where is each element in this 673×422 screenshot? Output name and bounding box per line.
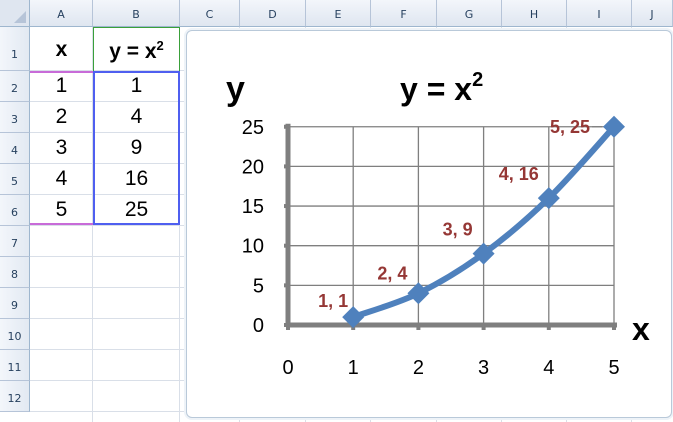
row-header-1[interactable]: 1: [0, 27, 30, 71]
y-tick-label: 0: [253, 315, 264, 337]
y-tick-label: 10: [242, 236, 264, 258]
row-header-3[interactable]: 3: [0, 102, 30, 133]
cell-b5[interactable]: 16: [124, 167, 149, 190]
row-header-9[interactable]: 9: [0, 288, 30, 319]
row-header-4[interactable]: 4: [0, 133, 30, 164]
x-tick-label: 2: [413, 357, 424, 379]
data-label: 4, 16: [499, 164, 539, 184]
select-all-corner[interactable]: [0, 0, 30, 27]
data-point-marker: [342, 306, 365, 329]
column-header-D[interactable]: D: [240, 0, 306, 27]
cell-b1-text: y = x: [109, 40, 157, 63]
data-label: 1, 1: [318, 291, 348, 311]
row-header-2[interactable]: 2: [0, 71, 30, 102]
data-label: 2, 4: [377, 263, 407, 283]
row-header-6[interactable]: 6: [0, 195, 30, 226]
cell-a1[interactable]: x: [55, 38, 68, 61]
y-tick-label: 25: [242, 117, 264, 139]
column-header-E[interactable]: E: [306, 0, 371, 27]
row-header-7[interactable]: 7: [0, 226, 30, 257]
range-highlight-x: [30, 71, 93, 225]
data-label: 3, 9: [443, 220, 473, 240]
data-point-marker: [537, 187, 560, 210]
x-axis-title: x: [632, 311, 650, 347]
cell-b2[interactable]: 1: [130, 74, 143, 97]
cell-b1-sup: 2: [156, 38, 164, 53]
row-header-10[interactable]: 10: [0, 319, 30, 350]
data-point-marker: [603, 115, 625, 138]
column-header-B[interactable]: B: [93, 0, 180, 27]
y-tick-label: 20: [242, 156, 264, 178]
range-highlight-header: [93, 27, 180, 72]
x-tick-label: 4: [543, 357, 554, 379]
row-header-5[interactable]: 5: [0, 164, 30, 195]
cell-b4[interactable]: 9: [130, 136, 143, 159]
cell-a4[interactable]: 3: [55, 136, 68, 159]
row-header-11[interactable]: 11: [0, 350, 30, 381]
cell-a5[interactable]: 4: [55, 167, 68, 190]
data-label: 5, 25: [550, 117, 590, 137]
chart-title: y = x2: [400, 69, 483, 107]
y-tick-label: 15: [242, 196, 264, 218]
column-header-I[interactable]: I: [567, 0, 632, 27]
data-point-marker: [472, 242, 495, 265]
x-tick-label: 3: [478, 357, 489, 379]
column-header-C[interactable]: C: [180, 0, 240, 27]
cell-a6[interactable]: 5: [55, 198, 68, 221]
cell-b6[interactable]: 25: [124, 198, 149, 221]
cell-a3[interactable]: 2: [55, 105, 68, 128]
column-header-H[interactable]: H: [502, 0, 567, 27]
range-highlight-y: [93, 71, 180, 225]
column-header-A[interactable]: A: [30, 0, 93, 27]
column-header-F[interactable]: F: [371, 0, 437, 27]
row-header-12[interactable]: 12: [0, 381, 30, 412]
chart-area[interactable]: [186, 30, 672, 418]
row-header-8[interactable]: 8: [0, 257, 30, 288]
x-tick-label: 5: [608, 357, 619, 379]
column-header-G[interactable]: G: [437, 0, 502, 27]
y-axis-title: y: [226, 70, 245, 108]
cell-b1[interactable]: y = x2: [93, 38, 180, 64]
y-tick-label: 5: [253, 275, 264, 297]
data-point-marker: [407, 282, 430, 305]
x-tick-label: 0: [282, 357, 293, 379]
x-tick-label: 1: [348, 357, 359, 379]
cell-a2[interactable]: 1: [55, 74, 68, 97]
cell-b3[interactable]: 4: [130, 105, 143, 128]
